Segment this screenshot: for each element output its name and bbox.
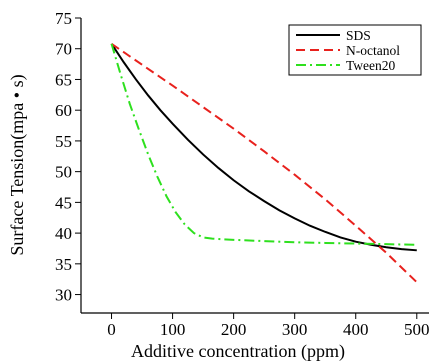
y-tick-label-6: 60 [55, 101, 72, 120]
y-tick-label-1: 35 [55, 255, 72, 274]
y-tick-label-7: 65 [55, 70, 72, 89]
y-ticks: 30 35 40 45 50 55 60 65 70 75 [55, 9, 81, 305]
x-axis-title: Additive concentration (ppm) [131, 341, 345, 362]
x-tick-label-1: 100 [160, 320, 186, 339]
x-ticks: 0 100 200 300 400 500 [107, 313, 429, 339]
series-line-1 [110, 42, 418, 283]
series-line-0 [110, 43, 417, 252]
y-tick-label-8: 70 [55, 40, 72, 59]
x-tick-label-5: 500 [404, 320, 429, 339]
x-tick-label-2: 200 [221, 320, 247, 339]
y-axis-title: Surface Tension(mpa • s) [7, 74, 28, 255]
legend-label-2: Tween20 [346, 58, 396, 73]
y-tick-label-2: 40 [55, 224, 72, 243]
y-tick-label-0: 30 [55, 286, 72, 305]
y-tick-label-3: 45 [55, 193, 72, 212]
series-layer [110, 42, 418, 283]
plot-area: 0 100 200 300 400 500 30 35 40 45 50 55 60 65 70 75 [55, 9, 429, 339]
legend-label-0: SDS [346, 28, 371, 43]
x-tick-label-3: 300 [282, 320, 308, 339]
y-tick-label-5: 55 [55, 132, 72, 151]
y-tick-label-9: 75 [55, 9, 72, 28]
x-tick-label-4: 400 [343, 320, 369, 339]
series-line-2 [110, 43, 417, 246]
legend-label-1: N-octanol [346, 43, 400, 58]
y-tick-label-4: 50 [55, 163, 72, 182]
x-tick-label-0: 0 [107, 320, 116, 339]
